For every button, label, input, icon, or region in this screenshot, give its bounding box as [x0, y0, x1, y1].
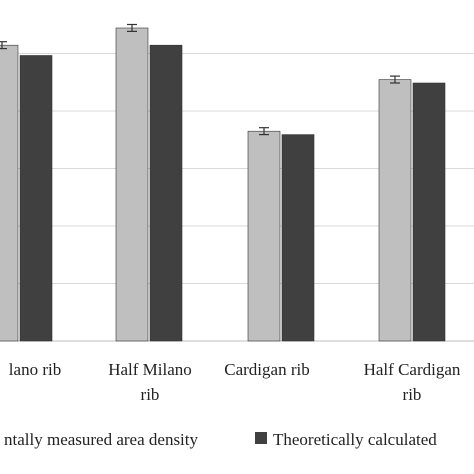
bar-series2-cat2: [149, 44, 183, 342]
legend-label-series1: ntally measured area density: [4, 430, 199, 449]
bar-series2-cat1: [19, 55, 53, 342]
legend-label-series2: Theoretically calculated: [273, 430, 437, 449]
bar-series2-cat4: [412, 82, 446, 342]
bar-series1-cat3: [247, 130, 281, 342]
error-bar-cat4: [390, 75, 400, 84]
x-axis-labels: lano rib Half Milano rib Cardigan rib Half C…: [9, 360, 461, 404]
error-bar-cat1: [0, 41, 7, 50]
bar-series2-cat3: [281, 134, 315, 342]
x-tick-label: Half Milano rib: [108, 360, 192, 404]
bar-series1-cat4: [378, 79, 412, 342]
legend-swatch-series2: [255, 432, 267, 444]
legend: ntally measured area density Theoreticall…: [4, 430, 437, 449]
bar-series1-cat1: [0, 44, 19, 342]
error-bar-cat3: [259, 127, 269, 136]
x-tick-label: Cardigan rib: [224, 360, 309, 379]
bars: [0, 23, 446, 342]
bar-series1-cat2: [115, 27, 149, 342]
x-tick-label: lano rib: [9, 360, 61, 379]
x-tick-label: Half Cardigan rib: [364, 360, 461, 404]
error-bar-cat2: [127, 23, 137, 32]
